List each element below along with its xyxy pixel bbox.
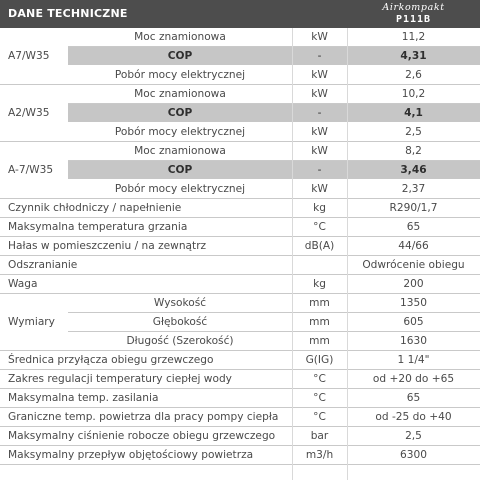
unit-cell: mm	[292, 294, 347, 313]
unit-cell: -	[292, 104, 347, 123]
unit-cell: dB(A)	[292, 237, 347, 256]
unit-cell: -	[292, 47, 347, 66]
parameter-cell: Maksymalny przepływ objętościowy powietr…	[0, 446, 292, 465]
test-condition-label: A-7/W35	[0, 142, 68, 199]
unit-cell: kW	[292, 85, 347, 104]
value-cell: 2,6	[347, 66, 480, 85]
column-divider	[347, 28, 348, 480]
dimensions-group-label: Wymiary	[0, 294, 68, 351]
parameter-cell: Zakres regulacji temperatury ciepłej wod…	[0, 370, 292, 389]
value-cell: R290/1,7	[347, 199, 480, 218]
unit-cell: °C	[292, 370, 347, 389]
value-cell: 10,2	[347, 85, 480, 104]
value-cell: 6300	[347, 446, 480, 465]
parameter-cell: COP	[68, 104, 292, 123]
value-cell: 8,2	[347, 142, 480, 161]
value-cell: 605	[347, 313, 480, 332]
value-cell: 1 1/4"	[347, 351, 480, 370]
parameter-cell: Moc znamionowa	[68, 28, 292, 47]
dimension-cell: Długość (Szerokość)	[68, 332, 292, 351]
value-cell: 2,5	[347, 123, 480, 142]
column-divider	[292, 28, 293, 480]
parameter-cell: Moc znamionowa	[68, 85, 292, 104]
value-cell: 4,1	[347, 104, 480, 123]
value-cell: 2,37	[347, 180, 480, 199]
test-condition-label: A2/W35	[0, 85, 68, 142]
model-name: P111B	[395, 14, 432, 25]
parameter-cell: Czynnik chłodniczy / napełnienie	[0, 199, 292, 218]
parameter-cell: COP	[68, 161, 292, 180]
parameter-cell: Odszranianie	[0, 256, 292, 275]
parameter-cell: Graniczne temp. powietrza dla pracy pomp…	[0, 408, 292, 427]
value-cell: od +20 do +65	[347, 370, 480, 389]
brand-logo-text: Airkompakt	[382, 2, 445, 13]
value-cell: 65	[347, 389, 480, 408]
value-cell: od -25 do +40	[347, 408, 480, 427]
parameter-cell: Waga	[0, 275, 292, 294]
value-cell: 44/66	[347, 237, 480, 256]
parameter-cell: Maksymalny ciśnienie robocze obiegu grze…	[0, 427, 292, 446]
dimension-cell: Głębokość	[68, 313, 292, 332]
value-cell: 1630	[347, 332, 480, 351]
unit-cell: °C	[292, 408, 347, 427]
unit-cell: -	[292, 161, 347, 180]
parameter-cell: COP	[68, 47, 292, 66]
unit-cell: kg	[292, 199, 347, 218]
unit-cell: kg	[292, 275, 347, 294]
unit-cell: kW	[292, 123, 347, 142]
parameter-cell: Pobór mocy elektrycznej	[68, 66, 292, 85]
parameter-cell: Maksymalna temperatura grzania	[0, 218, 292, 237]
unit-cell: bar	[292, 427, 347, 446]
unit-cell: kW	[292, 142, 347, 161]
parameter-cell: Hałas w pomieszczeniu / na zewnątrz	[0, 237, 292, 256]
unit-cell: °C	[292, 389, 347, 408]
product-logo: Airkompakt P111B	[347, 0, 480, 28]
test-condition-label: A7/W35	[0, 28, 68, 85]
value-cell: 4,31	[347, 47, 480, 66]
value-cell: Odwrócenie obiegu	[347, 256, 480, 275]
dimension-cell: Wysokość	[68, 294, 292, 313]
value-cell: 200	[347, 275, 480, 294]
parameter-cell: Pobór mocy elektrycznej	[68, 180, 292, 199]
unit-cell: G(IG)	[292, 351, 347, 370]
parameter-cell: Średnica przyłącza obiegu grzewczego	[0, 351, 292, 370]
unit-cell: mm	[292, 332, 347, 351]
value-cell: 11,2	[347, 28, 480, 47]
value-cell: 3,46	[347, 161, 480, 180]
unit-cell: mm	[292, 313, 347, 332]
parameter-cell: Pobór mocy elektrycznej	[68, 123, 292, 142]
value-cell: 2,5	[347, 427, 480, 446]
unit-cell: °C	[292, 218, 347, 237]
parameter-cell: Maksymalna temp. zasilania	[0, 389, 292, 408]
unit-cell: m3/h	[292, 446, 347, 465]
unit-cell: kW	[292, 66, 347, 85]
unit-cell	[292, 256, 347, 275]
value-cell: 1350	[347, 294, 480, 313]
unit-cell: kW	[292, 180, 347, 199]
unit-cell: kW	[292, 28, 347, 47]
table-title: DANE TECHNICZNE	[8, 7, 128, 20]
parameter-cell: Moc znamionowa	[68, 142, 292, 161]
value-cell: 65	[347, 218, 480, 237]
table-header: DANE TECHNICZNE Airkompakt P111B	[0, 0, 480, 28]
